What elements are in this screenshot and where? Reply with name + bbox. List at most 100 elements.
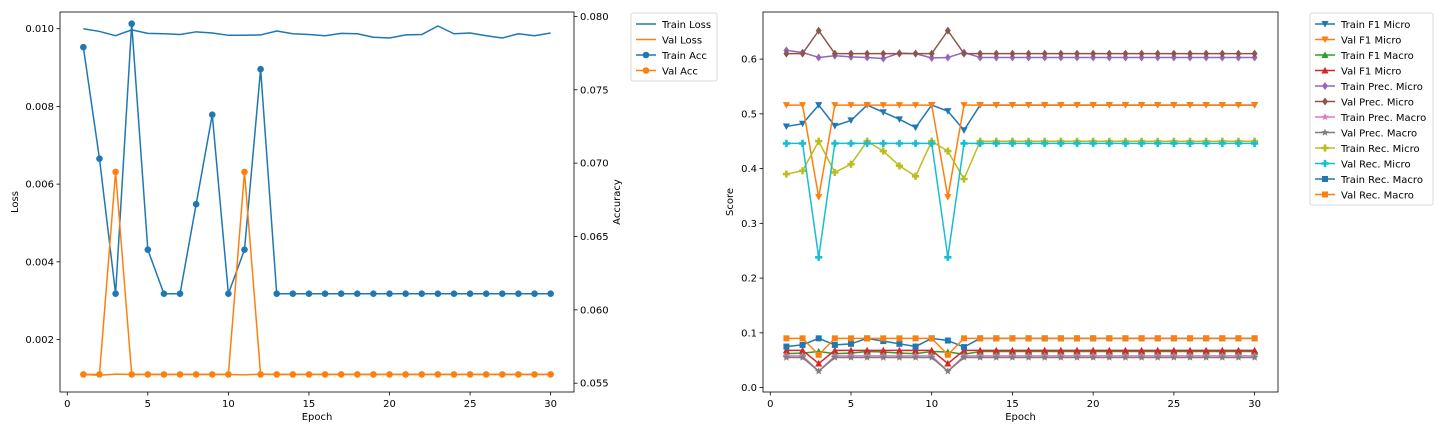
data-point [128,20,136,28]
series-1 [782,102,1259,134]
data-point [798,120,807,128]
legend-item: Val Rec. Macro [1315,190,1414,201]
data-point [976,346,984,354]
data-point [386,371,393,378]
data-point [847,49,854,58]
legend-item: Val F1 Micro [1315,66,1401,77]
y2-axis-label: Accuracy [612,179,623,225]
data-point [1090,49,1097,58]
data-point [1250,139,1259,148]
data-point [498,371,506,378]
data-point [273,371,281,378]
data-point [1137,353,1146,361]
legend-swatch-marker [1322,97,1328,106]
series-12 [783,335,1258,358]
series-line [83,25,551,39]
data-point [847,117,855,125]
y-tick-label: 0.5 [741,109,757,120]
data-point [911,124,920,132]
series-line [786,356,1255,372]
legend-label: Val Rec. Macro [1341,190,1414,201]
data-point [977,49,984,58]
data-point [112,168,119,176]
data-point [879,102,887,109]
data-point [799,335,806,342]
data-point [815,137,823,145]
data-point [1122,49,1129,58]
y-tick-label: 0.2 [741,274,757,285]
data-point [466,290,474,297]
data-point [1073,353,1081,361]
data-point [879,353,888,361]
legend-item: Val Loss [636,35,702,46]
series-line [786,355,1255,372]
x-axis-label: Epoch [302,412,333,423]
data-point [1138,49,1145,58]
data-point [531,371,538,378]
data-point [1008,353,1017,361]
data-point [911,102,920,109]
data-point [912,49,919,58]
data-point [1218,102,1226,109]
y-tick-label: 0.3 [741,219,757,230]
data-point [960,49,967,58]
data-point [1235,335,1242,342]
y-tick-label: 0.010 [25,24,54,35]
series-11 [783,335,1258,351]
data-point [912,343,919,350]
data-point [911,353,920,361]
data-point [1202,346,1210,354]
series-line [786,140,1255,180]
legend-label: Train F1 Macro [1340,51,1414,62]
legend-label: Val Prec. Micro [1341,97,1414,108]
data-point [418,290,426,297]
y-tick-label: 0.1 [741,328,757,339]
y2-tick-label: 0.080 [580,12,609,23]
data-point [1186,353,1194,361]
data-point [1187,335,1194,342]
data-point [782,139,791,148]
data-point [863,139,871,148]
data-point [1089,346,1097,354]
data-point [450,290,458,297]
data-point [1008,346,1017,354]
y-tick-label: 0.004 [25,257,54,268]
data-point [1154,102,1162,109]
data-point [896,49,903,58]
legend-label: Val F1 Micro [1341,35,1401,46]
data-point [1250,102,1259,109]
data-point [783,335,790,342]
x-tick-label: 10 [222,399,235,410]
data-point [1073,139,1081,148]
data-point [498,290,506,297]
x-tick-label: 10 [925,399,938,410]
legend-label: Train Loss [661,20,711,31]
x-tick-label: 15 [1006,399,1019,410]
data-point [1057,49,1064,58]
data-point [847,160,855,168]
data-point [1234,346,1243,354]
data-point [1057,346,1065,354]
data-point [1218,139,1226,148]
series-line [786,49,1255,60]
data-point [434,290,442,297]
data-point [112,290,119,297]
data-point [1057,353,1065,361]
data-point [815,351,822,358]
data-point [80,43,87,51]
legend-box [630,12,718,82]
data-point [1106,335,1113,342]
data-point [80,371,87,378]
x-tick-label: 5 [848,399,854,410]
data-point [1041,346,1049,354]
data-point [960,175,968,183]
legend-swatch-marker [1321,144,1329,152]
data-point [863,353,871,361]
data-point [1170,139,1178,148]
data-point [1154,335,1161,342]
data-point [1057,102,1065,109]
data-point [895,116,904,123]
legend-label: Train Prec. Micro [1340,82,1423,93]
data-point [1170,335,1177,342]
data-point [831,353,839,361]
